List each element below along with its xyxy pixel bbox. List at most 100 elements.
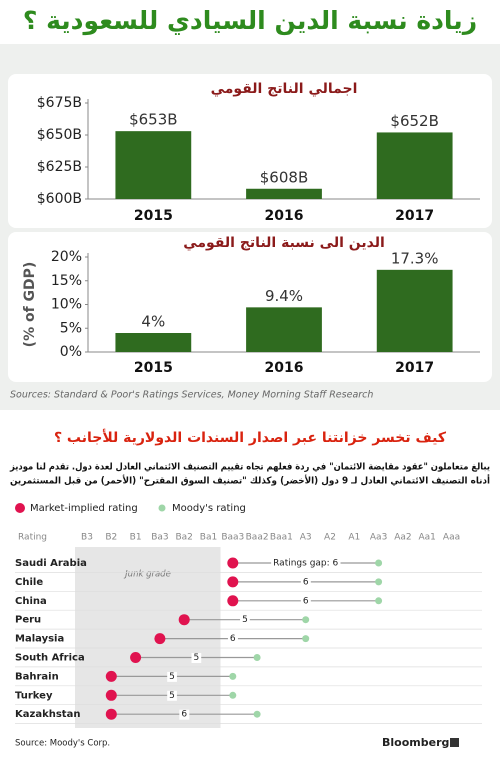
rating-dot: [302, 616, 310, 624]
market-dot: [130, 652, 142, 663]
legend-marker: [15, 503, 25, 513]
chart-title: اجمالي الناتج القومي: [211, 81, 358, 97]
legend-marker: [158, 504, 166, 512]
y-tick-label: 10%: [51, 297, 82, 313]
scale-label: Aa1: [418, 533, 435, 543]
gap-label: 6: [303, 596, 309, 606]
scale-label: A1: [348, 533, 360, 543]
country-label: Saudi Arabia: [15, 558, 87, 569]
rating-dot: [253, 710, 261, 718]
source: Source: Moody's Corp.: [15, 739, 110, 749]
scale-label: A3: [300, 533, 312, 543]
gap-label: 5: [169, 672, 175, 682]
bar: [246, 188, 322, 199]
section-title: كيف تخسر خزانتنا عبر اصدار السندات الدول…: [54, 429, 447, 446]
y-tick-label: $600B: [37, 191, 82, 207]
x-tick-label: 2015: [134, 208, 173, 224]
value-label: 4%: [141, 313, 165, 331]
bar: [115, 131, 192, 199]
scale-label: Baa1: [270, 533, 293, 543]
chart-title: الدين الى نسبة الناتج القومي: [183, 235, 385, 251]
rating-dot: [375, 578, 383, 586]
page-title: زيادة نسبة الدين السيادي للسعودية ؟: [23, 6, 477, 36]
y-tick-label: 5%: [60, 320, 82, 336]
scale-label: B3: [81, 533, 93, 543]
scale-label: Aa2: [394, 533, 411, 543]
scale-label: Aaa: [443, 533, 460, 543]
country-label: South Africa: [15, 653, 85, 664]
x-tick-label: 2016: [265, 360, 304, 376]
scale-label: Baa2: [246, 533, 269, 543]
annotation: Junk grade: [123, 570, 171, 580]
label-bg: [167, 671, 177, 682]
gap-label: 6: [303, 577, 309, 587]
source: Sources: Standard & Poor's Ratings Servi…: [10, 390, 373, 401]
legend-label: Moody's rating: [172, 503, 246, 514]
brand: Bloomberg: [382, 736, 449, 749]
bar: [246, 307, 322, 352]
y-tick-label: $625B: [37, 159, 82, 175]
value-label: 17.3%: [391, 249, 439, 267]
label-bg: [191, 653, 202, 663]
x-tick-label: 2017: [395, 360, 434, 376]
rating-dot: [229, 691, 237, 699]
market-dot: [154, 633, 166, 645]
country-label: Chile: [15, 577, 43, 588]
x-tick-label: 2016: [265, 208, 304, 224]
country-label: Turkey: [15, 690, 53, 701]
country-label: Bahrain: [15, 671, 59, 682]
country-label: Kazakhstan: [15, 709, 80, 720]
bar: [115, 333, 192, 352]
rating-dot: [375, 597, 383, 605]
rating-dot: [302, 635, 310, 643]
scale-title: Rating: [18, 533, 47, 543]
rating-dot: [375, 559, 383, 567]
scale-label: A2: [324, 533, 336, 543]
y-tick-label: 15%: [51, 273, 82, 289]
scale-label: B1: [130, 533, 142, 543]
x-tick-label: 2015: [134, 360, 173, 376]
rating-dot: [253, 654, 261, 661]
market-dot: [227, 595, 239, 607]
label-bg: [167, 690, 177, 701]
x-tick-label: 2017: [395, 208, 434, 224]
market-dot: [178, 614, 190, 626]
country-label: China: [15, 596, 47, 607]
value-label: $653B: [129, 111, 177, 129]
y-tick-label: $675B: [37, 95, 82, 111]
market-dot: [105, 689, 117, 701]
bar: [376, 269, 453, 352]
scale-label: B2: [105, 533, 117, 543]
value-label: $652B: [390, 112, 438, 130]
label-bg: [271, 558, 341, 569]
country-label: Malaysia: [15, 634, 64, 645]
market-dot: [227, 557, 239, 569]
y-axis-label: (% of GDP): [22, 262, 38, 348]
gap-label: 6: [230, 634, 236, 644]
rating-dot: [229, 672, 237, 680]
y-tick-label: $650B: [37, 127, 82, 143]
gap-label: Ratings gap: 6: [273, 559, 338, 569]
gap-label: 5: [242, 615, 248, 625]
label-bg: [300, 577, 311, 588]
market-dot: [227, 576, 239, 588]
country-label: Peru: [15, 615, 41, 626]
label-bg: [240, 615, 250, 626]
scale-label: Aa3: [370, 533, 387, 543]
label-bg: [179, 709, 190, 720]
subtitle: يبالغ متعاملون "عقود مقايضة الائتمان" في…: [9, 462, 490, 473]
market-dot: [105, 670, 117, 682]
brand-icon: [450, 738, 459, 747]
scale-label: Baa3: [221, 533, 244, 543]
bar: [376, 132, 453, 199]
value-label: 9.4%: [265, 287, 303, 305]
gap-label: 5: [169, 691, 175, 701]
gap-label: 5: [193, 653, 199, 663]
gap-label: 6: [181, 710, 187, 720]
label-bg: [227, 634, 238, 645]
label-bg: [300, 596, 311, 607]
subtitle: أدناه التصنيف الائتماني العادل لـ 9 دول …: [10, 474, 490, 487]
scale-label: Ba3: [151, 533, 168, 543]
y-tick-label: 20%: [51, 249, 82, 265]
